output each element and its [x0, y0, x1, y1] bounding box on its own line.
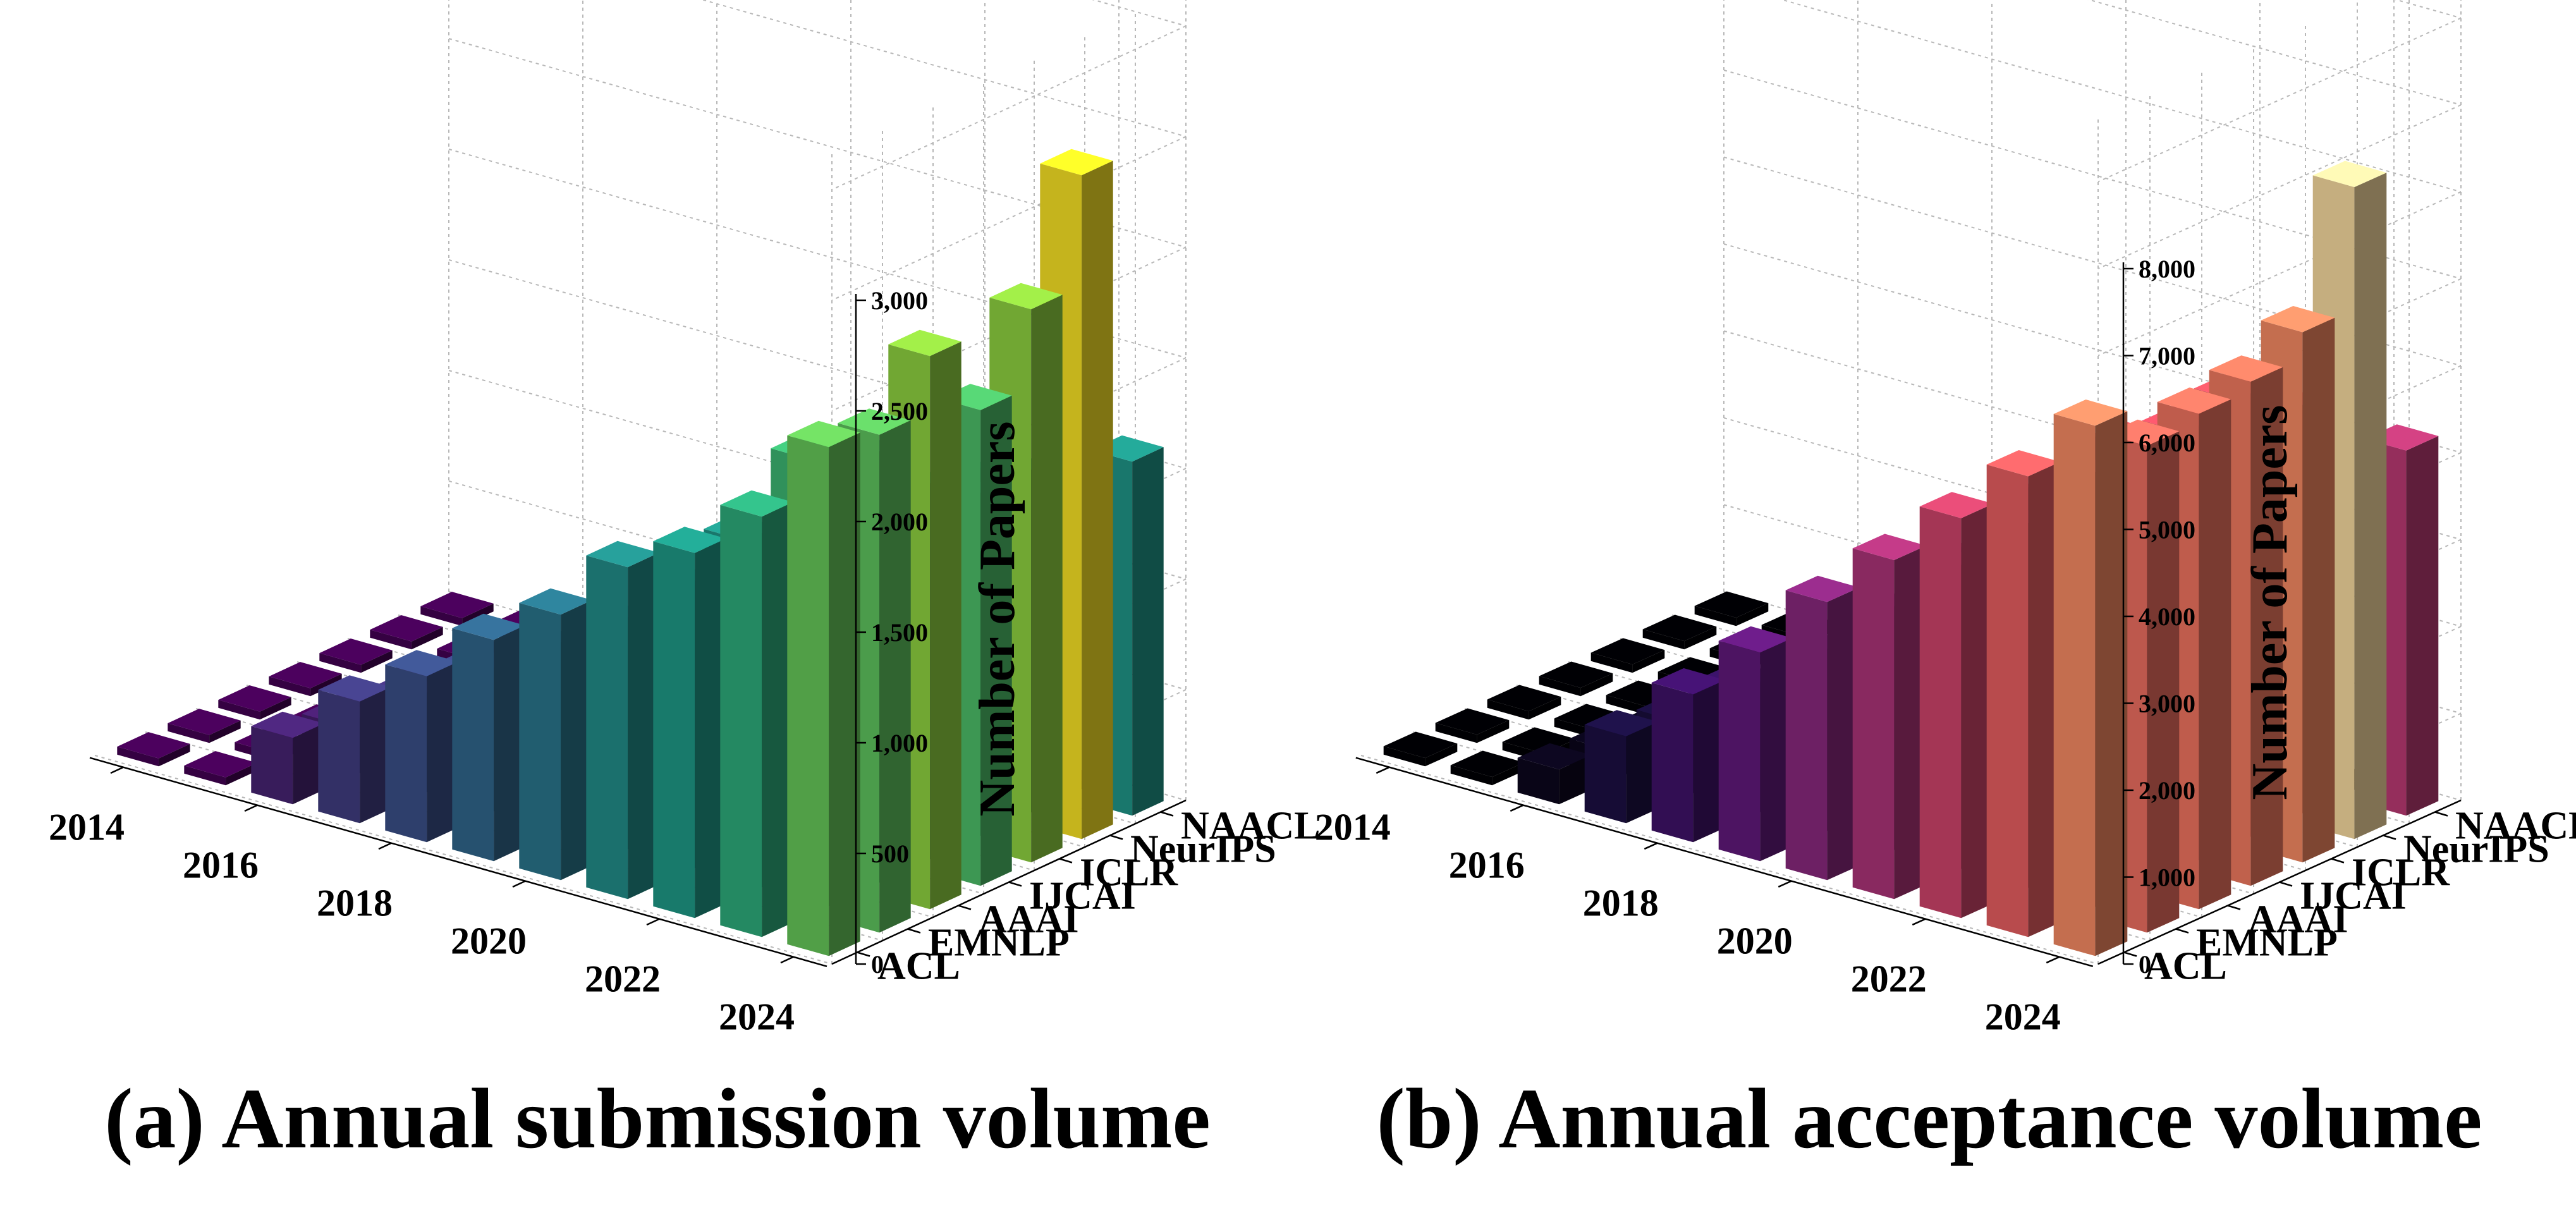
z-tick-label: 1,500 [871, 618, 928, 647]
z-tick-label: 6,000 [2139, 429, 2195, 457]
bar-acl-2015 [1450, 750, 1525, 786]
venue-label-iclr: ICLR [1080, 852, 1178, 894]
x-tick-label: 2018 [317, 882, 393, 924]
x-tick-label: 2020 [1717, 920, 1793, 962]
z-tick-label: 1,000 [2139, 864, 2195, 892]
bar-acl-2014 [1383, 731, 1458, 767]
venue-label-naacl: NAACL [1181, 805, 1320, 848]
bar-acl-2015 [184, 751, 257, 786]
x-tick-label: 2024 [1985, 996, 2061, 1038]
bar-acl-2024 [2053, 400, 2128, 956]
x-tick-label: 2014 [1315, 807, 1391, 848]
z-tick-label: 0 [2139, 950, 2151, 979]
caption-b: (b) Annual acceptance volume [1376, 1071, 2482, 1166]
bar-neurips-2014 [370, 615, 443, 650]
bar-acl-2023 [720, 490, 793, 937]
venue-label-neurips: NeurIPS [2403, 828, 2549, 871]
bar-naacl-2014 [1694, 591, 1769, 626]
bar-emnlp-2014 [1435, 708, 1510, 743]
bar-iclr-2014 [319, 638, 393, 673]
venue-label-ijcai: IJCAI [1029, 875, 1136, 918]
panel-b-x-axis: 2014 2016 2018 2020 2022 2024 [1315, 757, 2094, 1038]
panel-a-z-axis: 0 500 1,000 1,500 2,000 2,500 3,000 Number of P… [855, 286, 1025, 979]
bar-acl-2024 [787, 420, 860, 956]
panel-b-bars [1383, 161, 2439, 956]
venue-label-aaai: AAAI [2248, 898, 2348, 941]
z-tick-label: 1,000 [871, 729, 928, 757]
venue-label-emnlp: EMNLP [2196, 922, 2338, 965]
z-tick-label: 0 [871, 950, 884, 979]
bar-acl-2021 [1852, 534, 1927, 900]
x-tick-label: 2022 [1851, 958, 1927, 1000]
z-tick-label: 3,000 [871, 286, 928, 315]
x-tick-label: 2014 [49, 807, 125, 848]
panel-a-x-axis: 2014 2016 2018 2020 2022 2024 [49, 757, 827, 1038]
panel-a-bars [117, 149, 1164, 956]
venue-label-iclr: ICLR [2352, 852, 2450, 894]
caption-a: (a) Annual submission volume [104, 1071, 1211, 1166]
bar-aaai-2014 [218, 685, 291, 720]
bar-emnlp-2014 [168, 709, 241, 743]
x-tick-label: 2020 [451, 920, 527, 962]
bar-acl-2018 [385, 650, 458, 843]
panel-b-z-axis: 0 1,000 2,000 3,000 4,000 5,000 6,000 7,000 8,00… [2122, 255, 2298, 979]
bar-acl-2022 [1919, 492, 1994, 919]
z-tick-label: 5,000 [2139, 516, 2195, 544]
bar-acl-2023 [1986, 450, 2061, 937]
x-tick-label: 2016 [1449, 845, 1525, 886]
bar-acl-2017 [318, 675, 391, 824]
bar-acl-2016 [251, 711, 324, 805]
panel-b-acceptance-chart: 2014 2016 2018 2020 2022 2024 ACLEMNLPAAAIIJCA… [1315, 0, 2576, 1038]
venue-label-emnlp: EMNLP [928, 922, 1070, 965]
venue-label-acl: ACL [2144, 945, 2227, 988]
x-tick-label: 2022 [585, 958, 661, 1000]
x-tick-label: 2018 [1583, 882, 1659, 924]
panel-b-z-axis-title: Number of Papers [2242, 405, 2298, 800]
bar-acl-2020 [519, 588, 592, 881]
x-tick-label: 2024 [719, 996, 795, 1038]
bar-aaai-2014 [1487, 685, 1561, 720]
bar-iclr-2014 [1590, 638, 1665, 673]
venue-label-neurips: NeurIPS [1130, 828, 1276, 871]
bar-acl-2019 [1718, 626, 1793, 862]
bar-acl-2018 [1651, 668, 1726, 843]
bar-acl-2016 [1517, 743, 1592, 805]
venue-label-acl: ACL [877, 945, 960, 988]
bar-acl-2022 [653, 527, 726, 919]
bar-neurips-2014 [1642, 614, 1717, 650]
venue-label-naacl: NAACL [2455, 805, 2576, 848]
z-tick-label: 2,500 [871, 397, 928, 425]
bar-acl-2019 [452, 613, 525, 862]
bar-ijcai-2014 [1539, 661, 1613, 697]
bar-acl-2014 [117, 732, 190, 767]
z-tick-label: 2,000 [871, 508, 928, 536]
z-tick-label: 8,000 [2139, 255, 2195, 283]
z-tick-label: 500 [871, 839, 909, 868]
bar-acl-2020 [1785, 575, 1860, 881]
z-tick-label: 4,000 [2139, 602, 2195, 631]
venue-label-ijcai: IJCAI [2300, 875, 2407, 918]
z-tick-label: 7,000 [2139, 342, 2195, 370]
bar-acl-2017 [1584, 710, 1659, 824]
z-tick-label: 3,000 [2139, 690, 2195, 718]
z-tick-label: 2,000 [2139, 776, 2195, 805]
venue-label-aaai: AAAI [979, 898, 1078, 941]
x-tick-label: 2016 [183, 845, 259, 886]
panel-a-z-axis-title: Number of Papers [970, 421, 1025, 816]
panel-a-submission-chart: 2014 2016 2018 2020 2022 2024 ACLEMNLPAAAIIJCA… [49, 0, 1320, 1038]
bar-acl-2021 [586, 540, 659, 900]
